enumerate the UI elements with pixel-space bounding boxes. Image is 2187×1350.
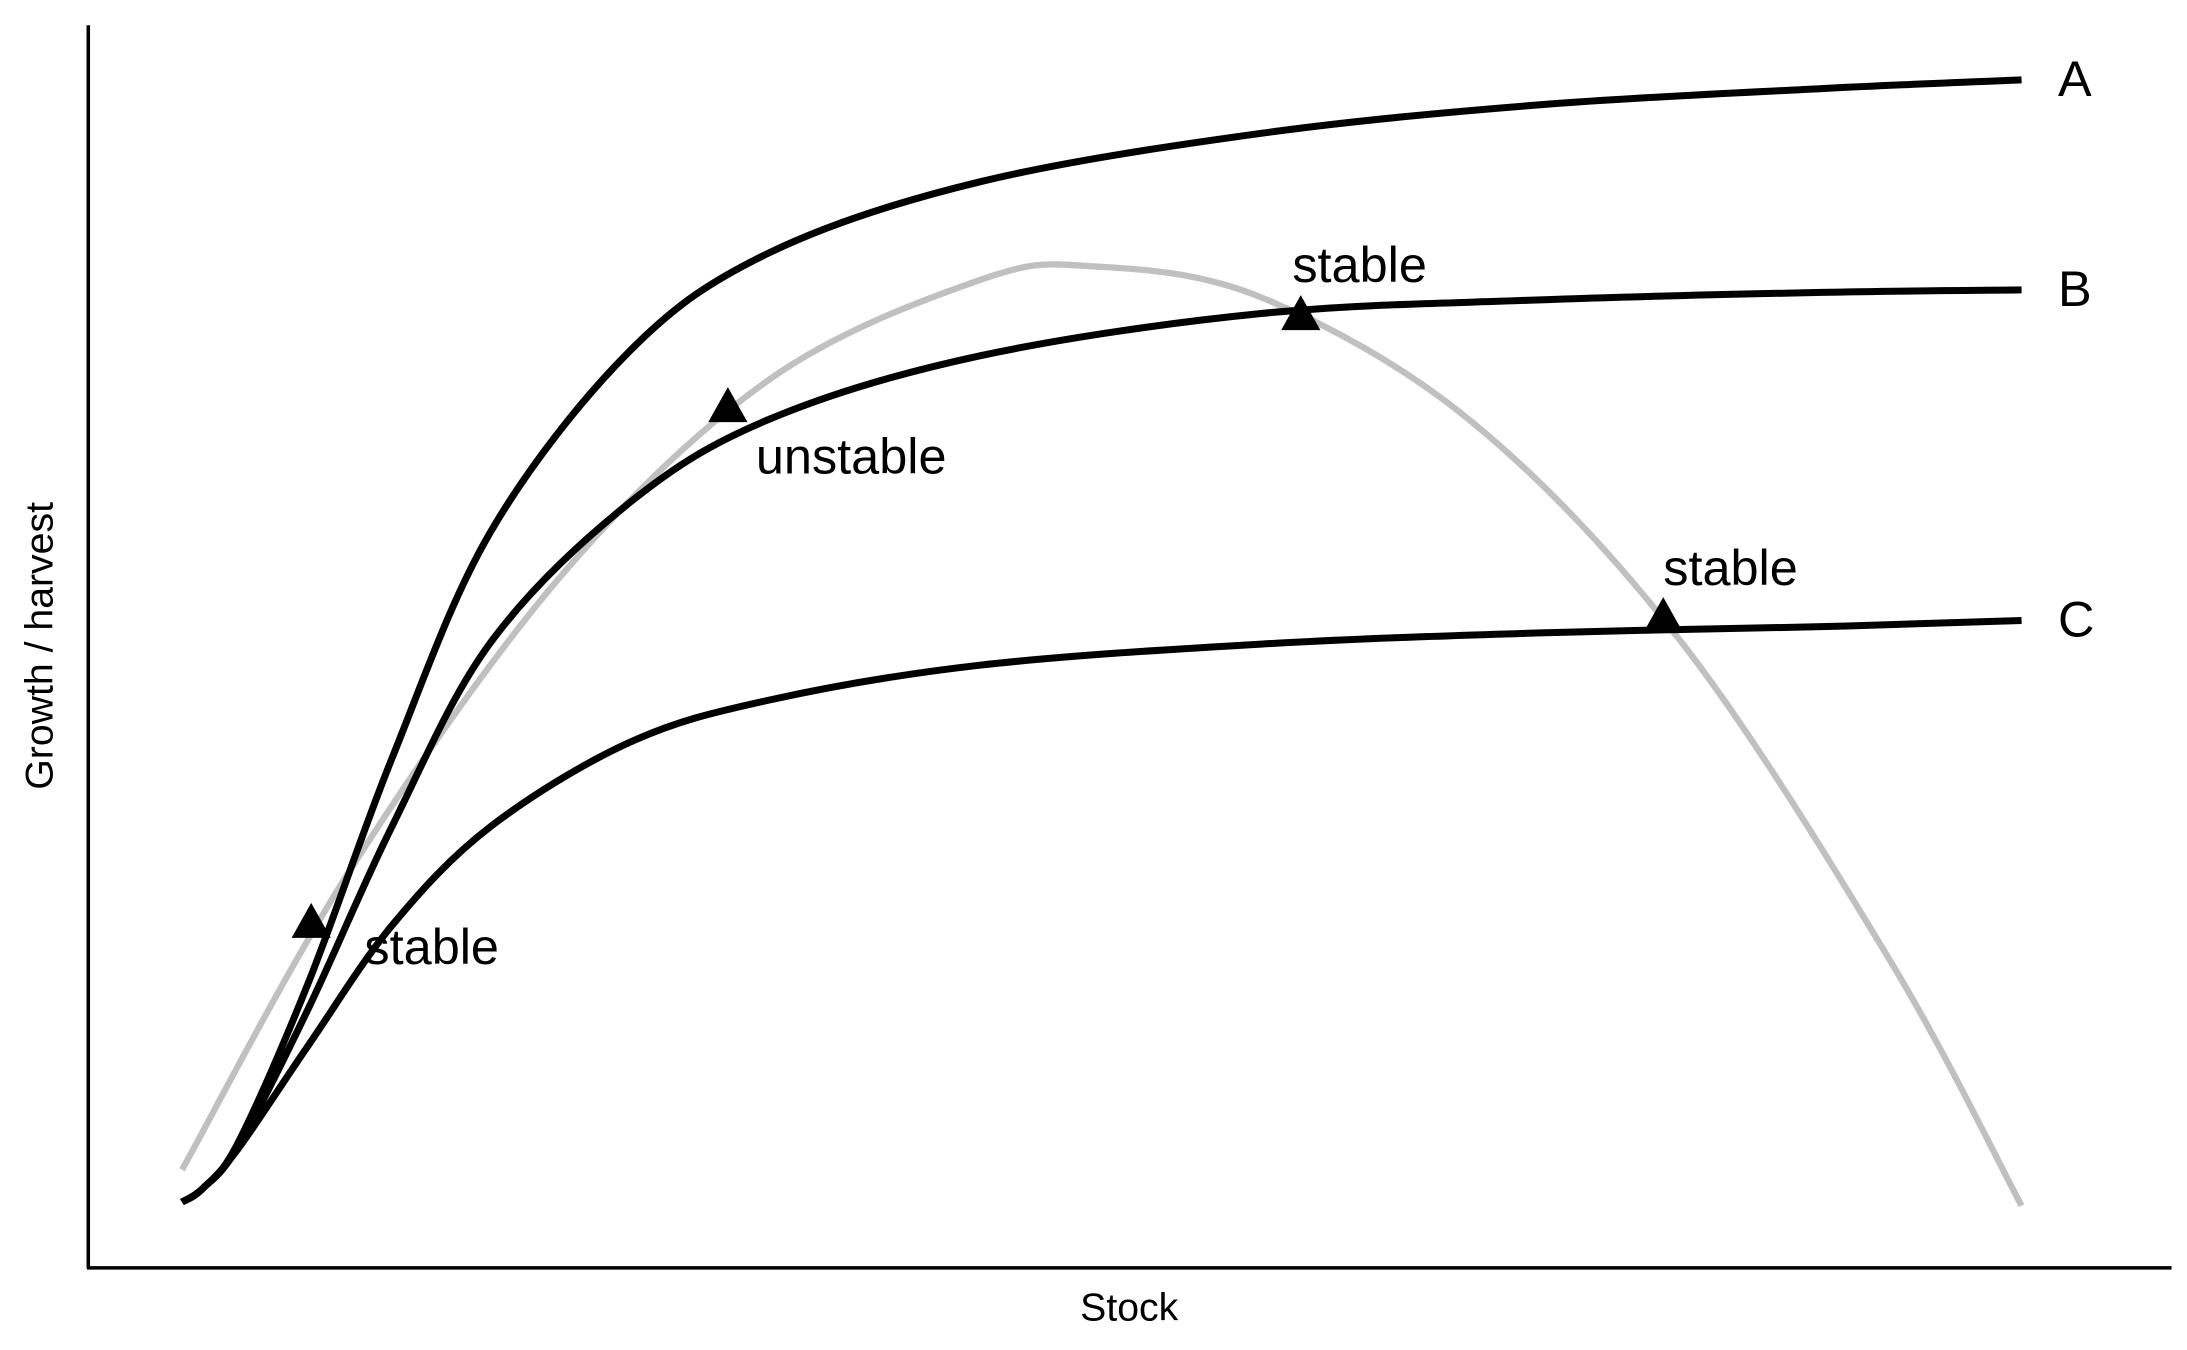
equilibrium-marker: [1281, 295, 1321, 331]
series-label: C: [2058, 591, 2094, 648]
equilibrium-label: stable: [1292, 236, 1427, 293]
equilibrium-marker: [1643, 597, 1683, 633]
y-axis-label: Growth / harvest: [17, 502, 61, 790]
series-line: [180, 286, 2022, 1206]
equilibrium-label: stable: [1663, 539, 1798, 596]
equilibrium-marker: [291, 902, 331, 938]
equilibrium-marker: [708, 387, 748, 423]
series-line: [180, 76, 2022, 1206]
x-axis-label: Stock: [1080, 1285, 1178, 1329]
equilibrium-label: stable: [364, 918, 499, 975]
equilibrium-label: unstable: [756, 427, 947, 484]
series-label: A: [2058, 50, 2092, 107]
series-label: B: [2058, 260, 2092, 317]
series-line: [179, 261, 2025, 1208]
series-line: [180, 616, 2022, 1206]
